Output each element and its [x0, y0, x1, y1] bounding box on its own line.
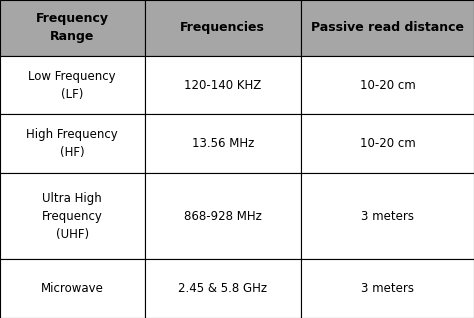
- Bar: [145, 114, 301, 173]
- Text: Ultra High
Frequency
(UHF): Ultra High Frequency (UHF): [42, 192, 103, 241]
- Text: High Frequency
(HF): High Frequency (HF): [27, 128, 118, 159]
- Bar: [301, 259, 474, 318]
- Bar: [301, 56, 474, 114]
- Text: 13.56 MHz: 13.56 MHz: [191, 137, 254, 150]
- Bar: [145, 56, 301, 114]
- Bar: [0, 259, 145, 318]
- Text: 868-928 MHz: 868-928 MHz: [184, 210, 262, 223]
- Text: Low Frequency
(LF): Low Frequency (LF): [28, 70, 116, 100]
- Bar: [145, 0, 301, 56]
- Text: 3 meters: 3 meters: [361, 282, 414, 295]
- Bar: [145, 173, 301, 259]
- Bar: [0, 56, 145, 114]
- Text: Frequencies: Frequencies: [180, 21, 265, 34]
- Text: Microwave: Microwave: [41, 282, 104, 295]
- Text: 2.45 & 5.8 GHz: 2.45 & 5.8 GHz: [178, 282, 267, 295]
- Bar: [301, 173, 474, 259]
- Text: Passive read distance: Passive read distance: [311, 21, 464, 34]
- Bar: [301, 114, 474, 173]
- Bar: [0, 173, 145, 259]
- Bar: [0, 0, 145, 56]
- Bar: [145, 259, 301, 318]
- Text: 10-20 cm: 10-20 cm: [360, 79, 415, 92]
- Text: 10-20 cm: 10-20 cm: [360, 137, 415, 150]
- Text: 120-140 KHZ: 120-140 KHZ: [184, 79, 261, 92]
- Bar: [301, 0, 474, 56]
- Bar: [0, 114, 145, 173]
- Text: Frequency
Range: Frequency Range: [36, 12, 109, 43]
- Text: 3 meters: 3 meters: [361, 210, 414, 223]
